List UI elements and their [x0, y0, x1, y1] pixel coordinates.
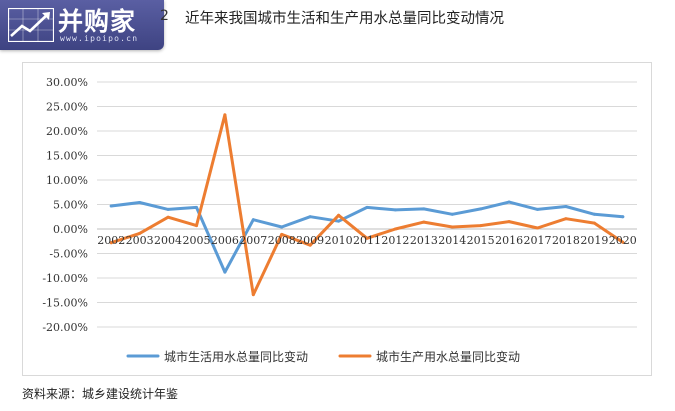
- x-tick-label: 2006: [211, 234, 239, 247]
- data-point: [592, 212, 596, 216]
- data-point: [564, 204, 568, 208]
- data-point: [280, 232, 284, 236]
- data-point: [422, 207, 426, 211]
- x-tick-label: 2013: [410, 234, 438, 247]
- x-tick-label: 2004: [154, 234, 182, 247]
- data-point: [592, 221, 596, 225]
- watermark-logo: 并购家 www.ipoipo.cn: [0, 0, 164, 50]
- data-point: [138, 201, 142, 205]
- chart-frame: [22, 62, 652, 376]
- x-tick-label: 2010: [325, 234, 353, 247]
- data-point: [450, 212, 454, 216]
- x-tick-label: 2003: [126, 234, 154, 247]
- y-tick-label: 15.00%: [46, 150, 88, 163]
- x-tick-label: 2016: [495, 234, 523, 247]
- y-tick-label: 10.00%: [46, 174, 88, 187]
- data-point: [393, 208, 397, 212]
- legend-label: 城市生产用水总量同比变动: [376, 349, 520, 364]
- chart-title: 近年来我国城市生活和生产用水总量同比变动情况: [185, 11, 504, 27]
- y-tick-label: -10.00%: [42, 272, 88, 285]
- data-point: [365, 236, 369, 240]
- data-point: [109, 241, 113, 245]
- legend-label: 城市生活用水总量同比变动: [164, 349, 308, 364]
- data-point: [621, 240, 625, 244]
- x-tick-label: 2008: [268, 234, 296, 247]
- data-point: [479, 207, 483, 211]
- x-tick-label: 2018: [552, 234, 580, 247]
- x-tick-label: 2007: [239, 234, 267, 247]
- data-point: [166, 215, 170, 219]
- x-tick-label: 2005: [182, 234, 210, 247]
- data-point: [308, 243, 312, 247]
- data-point: [536, 226, 540, 230]
- figure-number: 2: [160, 8, 169, 24]
- data-point: [194, 224, 198, 228]
- data-point: [393, 227, 397, 231]
- source-note: 资料来源：城乡建设统计年鉴: [22, 387, 179, 401]
- data-point: [450, 225, 454, 229]
- x-tick-label: 2020: [609, 234, 637, 247]
- data-point: [138, 231, 142, 235]
- data-point: [621, 215, 625, 219]
- rising-chart-icon: [8, 8, 54, 42]
- x-tick-label: 2014: [438, 234, 466, 247]
- x-tick-label: 2011: [353, 234, 381, 247]
- data-point: [308, 215, 312, 219]
- y-tick-label: -15.00%: [42, 297, 88, 310]
- data-point: [337, 219, 341, 223]
- data-point: [337, 213, 341, 217]
- y-tick-label: 5.00%: [53, 199, 88, 212]
- x-tick-label: 2009: [296, 234, 324, 247]
- data-point: [251, 293, 255, 297]
- data-point: [422, 220, 426, 224]
- data-point: [251, 218, 255, 222]
- data-point: [507, 200, 511, 204]
- data-point: [507, 220, 511, 224]
- data-point: [280, 225, 284, 229]
- data-point: [223, 270, 227, 274]
- data-point: [536, 207, 540, 211]
- watermark-brand: 并购家: [58, 7, 137, 36]
- x-tick-label: 2019: [580, 234, 608, 247]
- data-point: [365, 205, 369, 209]
- x-tick-label: 2015: [467, 234, 495, 247]
- y-tick-label: 20.00%: [46, 125, 88, 138]
- data-point: [109, 204, 113, 208]
- data-point: [479, 224, 483, 228]
- y-tick-label: -5.00%: [49, 248, 88, 261]
- y-tick-label: -20.00%: [42, 321, 88, 334]
- x-tick-label: 2012: [381, 234, 409, 247]
- data-point: [564, 217, 568, 221]
- x-tick-label: 2002: [97, 234, 125, 247]
- watermark-url: www.ipoipo.cn: [60, 34, 139, 43]
- y-tick-label: 25.00%: [46, 101, 88, 114]
- y-tick-label: 30.00%: [46, 76, 88, 89]
- y-tick-label: 0.00%: [53, 223, 88, 236]
- data-point: [223, 113, 227, 117]
- x-tick-label: 2017: [524, 234, 552, 247]
- data-point: [166, 207, 170, 211]
- data-point: [194, 205, 198, 209]
